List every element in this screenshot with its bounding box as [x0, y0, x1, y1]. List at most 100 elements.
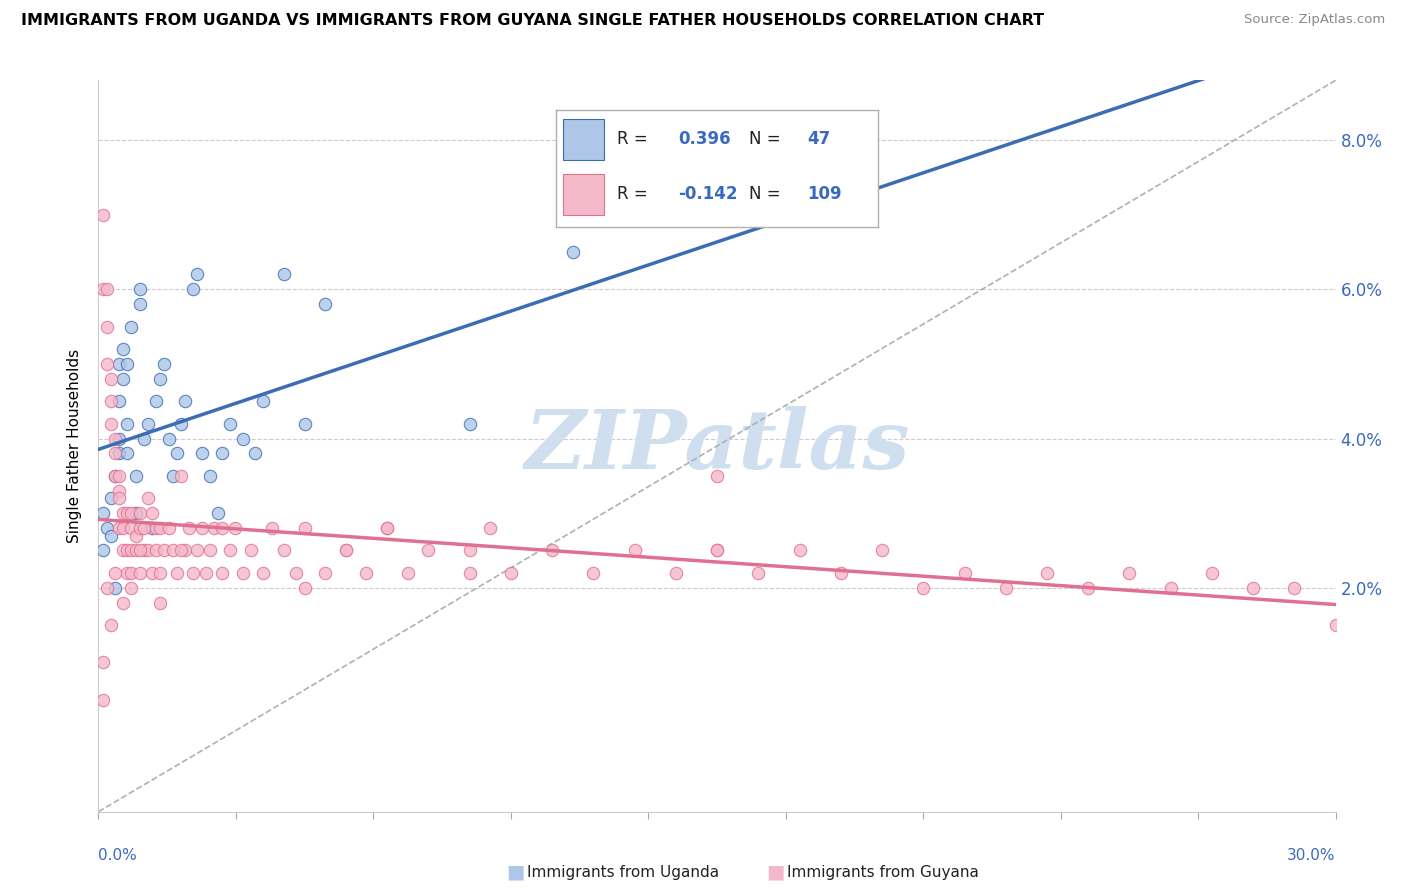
Point [294, 417, 316, 431]
Point [117, 417, 139, 431]
Point [232, 566, 254, 580]
Point [96, 521, 118, 535]
Point [108, 432, 131, 446]
Point [124, 506, 146, 520]
Point [194, 566, 217, 580]
Point [112, 342, 135, 356]
Point [96, 357, 118, 371]
Text: 109: 109 [807, 186, 842, 203]
Point [1160, 581, 1182, 595]
Point [149, 521, 172, 535]
Point [120, 566, 142, 580]
Point [224, 521, 246, 535]
Point [1036, 566, 1059, 580]
Y-axis label: Single Father Households: Single Father Households [67, 349, 83, 543]
Point [153, 357, 176, 371]
Point [458, 417, 481, 431]
Point [153, 543, 176, 558]
Point [170, 417, 193, 431]
Text: 0.396: 0.396 [679, 130, 731, 148]
Point [157, 521, 180, 535]
Point [219, 543, 242, 558]
Point [870, 543, 893, 558]
Point [181, 282, 204, 296]
Point [104, 446, 127, 460]
Point [706, 468, 728, 483]
Text: ZIPatlas: ZIPatlas [524, 406, 910, 486]
Text: IMMIGRANTS FROM UGANDA VS IMMIGRANTS FROM GUYANA SINGLE FATHER HOUSEHOLDS CORREL: IMMIGRANTS FROM UGANDA VS IMMIGRANTS FRO… [21, 13, 1045, 29]
Point [149, 596, 172, 610]
Point [953, 566, 976, 580]
Point [1324, 618, 1347, 632]
Text: R =: R = [617, 130, 654, 148]
Point [1077, 581, 1099, 595]
Point [145, 394, 167, 409]
Point [108, 394, 131, 409]
Point [141, 566, 163, 580]
Point [136, 543, 159, 558]
Point [294, 521, 316, 535]
Point [706, 543, 728, 558]
Point [112, 521, 135, 535]
Point [108, 491, 131, 506]
Point [149, 566, 172, 580]
Point [157, 432, 180, 446]
Point [706, 543, 728, 558]
Bar [562, 174, 605, 215]
Point [108, 521, 131, 535]
Text: R =: R = [617, 186, 654, 203]
Point [198, 543, 221, 558]
Point [830, 566, 852, 580]
Point [260, 521, 283, 535]
Point [120, 543, 142, 558]
Point [100, 491, 122, 506]
Point [104, 566, 127, 580]
Point [108, 468, 131, 483]
Point [170, 468, 193, 483]
Text: ■: ■ [766, 863, 785, 882]
Point [117, 446, 139, 460]
Point [112, 596, 135, 610]
Point [100, 372, 122, 386]
Point [141, 521, 163, 535]
Point [186, 543, 208, 558]
Point [166, 446, 188, 460]
Point [124, 468, 146, 483]
Point [128, 543, 150, 558]
Text: 30.0%: 30.0% [1288, 848, 1336, 863]
Point [128, 521, 150, 535]
Point [117, 506, 139, 520]
Point [418, 543, 440, 558]
Point [314, 566, 336, 580]
Point [1284, 581, 1306, 595]
Point [582, 566, 605, 580]
Point [124, 543, 146, 558]
Point [396, 566, 419, 580]
Point [186, 268, 208, 282]
Point [128, 506, 150, 520]
Point [124, 528, 146, 542]
Point [211, 446, 233, 460]
Point [179, 521, 201, 535]
Point [541, 543, 564, 558]
Point [91, 506, 114, 520]
Point [162, 468, 184, 483]
Point [100, 394, 122, 409]
Point [198, 468, 221, 483]
Point [219, 417, 242, 431]
Point [211, 521, 233, 535]
Point [356, 566, 378, 580]
Point [994, 581, 1017, 595]
Text: N =: N = [749, 130, 786, 148]
Text: N =: N = [749, 186, 786, 203]
Point [1118, 566, 1140, 580]
Point [104, 432, 127, 446]
Point [91, 543, 114, 558]
Point [91, 282, 114, 296]
Point [96, 282, 118, 296]
Point [181, 566, 204, 580]
Point [458, 566, 481, 580]
Text: Source: ZipAtlas.com: Source: ZipAtlas.com [1244, 13, 1385, 27]
Point [117, 543, 139, 558]
Point [128, 566, 150, 580]
